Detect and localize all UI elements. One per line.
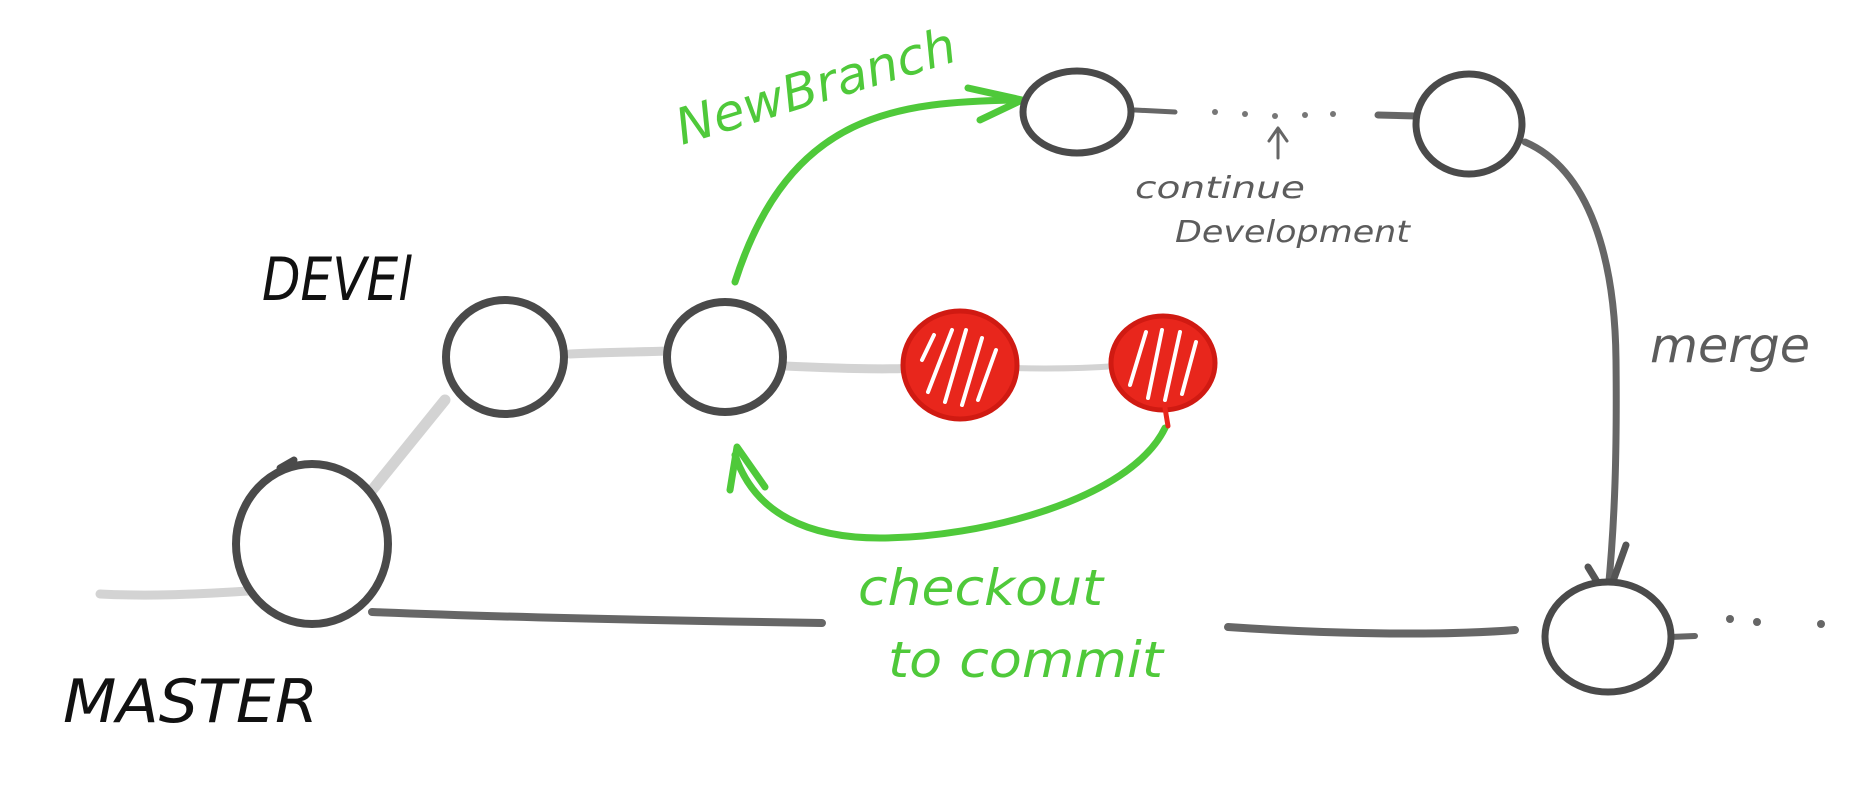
continue-development-label-2: Development <box>1175 215 1411 250</box>
new-branch-label: NewBranch <box>669 16 963 156</box>
continue-pointer-arrow <box>1267 126 1289 160</box>
checkout-label-2: to commit <box>888 631 1166 689</box>
master-line-left <box>95 586 255 600</box>
devel-commit-node-1 <box>442 296 568 418</box>
devel-line-2 <box>780 361 925 374</box>
discarded-commit-node-2 <box>1108 313 1218 429</box>
checkout-arrow <box>731 424 1169 542</box>
new-branch-arrow <box>731 96 1022 286</box>
master-commit-node <box>232 460 392 628</box>
checkout-label-1: checkout <box>858 559 1106 617</box>
merged-commit-node <box>1541 578 1675 696</box>
discarded-commit-node-1 <box>900 308 1020 422</box>
master-commit-node-tick <box>276 456 298 472</box>
merge-arrow <box>1521 138 1620 596</box>
merge-label: merge <box>1650 318 1810 374</box>
master-line-right <box>1224 623 1519 638</box>
checkout-arrowhead <box>726 443 769 494</box>
branch-line-start <box>1132 107 1178 115</box>
branch-line-dots <box>1212 109 1336 119</box>
devel-line-3 <box>1007 363 1118 372</box>
branch-line-end <box>1374 111 1420 120</box>
master-label: MASTER <box>63 667 318 737</box>
branch-commit-node-1 <box>1019 67 1135 157</box>
devel-line-diagonal <box>354 394 451 511</box>
master-line-mid <box>368 608 826 627</box>
devel-commit-node-2 <box>663 298 787 416</box>
master-continuation-dots <box>1726 615 1825 628</box>
devel-label: DEVEl <box>262 245 412 315</box>
branch-commit-node-2 <box>1412 70 1526 178</box>
continue-development-label-1: continue <box>1135 171 1305 206</box>
